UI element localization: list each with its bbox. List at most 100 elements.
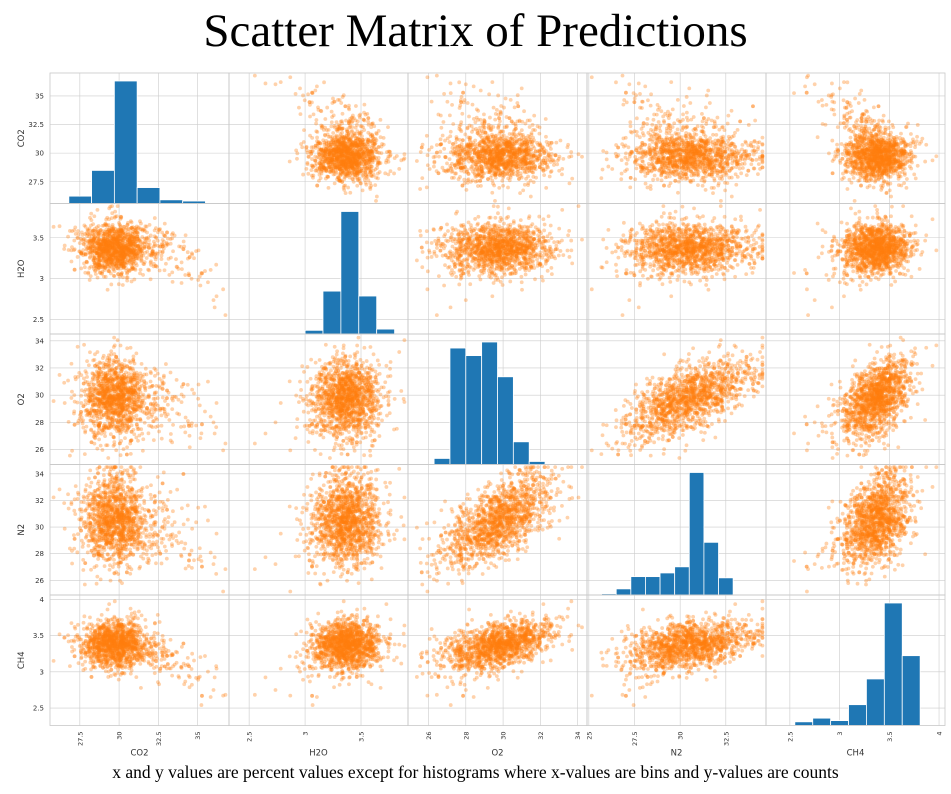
scatter-point bbox=[459, 166, 464, 170]
scatter-point bbox=[702, 156, 707, 161]
scatter-point bbox=[513, 126, 518, 131]
scatter-point bbox=[368, 168, 373, 173]
scatter-point bbox=[663, 149, 668, 153]
scatter-point bbox=[337, 147, 342, 152]
scatter-point bbox=[683, 172, 688, 177]
scatter-point bbox=[344, 163, 348, 168]
scatter-point bbox=[891, 159, 896, 164]
scatter-point bbox=[458, 166, 463, 170]
scatter-point bbox=[545, 142, 550, 147]
scatter-point bbox=[486, 143, 491, 148]
scatter-point bbox=[657, 135, 661, 140]
scatter-point bbox=[720, 139, 725, 144]
scatter-point bbox=[503, 164, 508, 169]
scatter-point bbox=[634, 148, 639, 153]
scatter-point bbox=[367, 149, 372, 154]
scatter-point bbox=[476, 108, 481, 113]
scatter-point bbox=[342, 141, 346, 145]
scatter-point bbox=[685, 153, 690, 158]
scatter-point bbox=[704, 105, 708, 110]
scatter-point bbox=[668, 157, 673, 161]
scatter-point bbox=[522, 155, 527, 160]
scatter-point bbox=[336, 148, 341, 153]
scatter-point bbox=[524, 142, 529, 147]
scatter-point bbox=[359, 147, 364, 152]
scatter-point bbox=[341, 138, 345, 143]
scatter-point bbox=[384, 158, 389, 163]
scatter-point bbox=[673, 153, 678, 158]
scatter-point bbox=[672, 148, 677, 153]
scatter-point bbox=[357, 143, 362, 148]
scatter-point bbox=[681, 162, 686, 167]
scatter-point bbox=[859, 155, 864, 160]
histogram-bar bbox=[68, 195, 93, 204]
scatter-point bbox=[498, 112, 503, 117]
scatter-point bbox=[870, 170, 875, 175]
scatter-point bbox=[487, 145, 492, 150]
scatter-point bbox=[861, 147, 866, 152]
scatter-point bbox=[853, 150, 857, 155]
scatter-point bbox=[886, 141, 891, 146]
scatter-point bbox=[641, 121, 646, 126]
scatter-point bbox=[660, 164, 665, 169]
scatter-point bbox=[846, 142, 851, 147]
scatter-point bbox=[351, 132, 355, 137]
scatter-point bbox=[860, 157, 865, 162]
scatter-point bbox=[510, 163, 515, 168]
scatter-point bbox=[342, 155, 347, 160]
scatter-point bbox=[899, 150, 904, 155]
scatter-point bbox=[494, 155, 499, 160]
scatter-point bbox=[325, 157, 330, 162]
scatter-point bbox=[696, 151, 701, 156]
scatter-point bbox=[498, 171, 503, 176]
scatter-point bbox=[371, 141, 375, 146]
scatter-point bbox=[543, 167, 548, 172]
scatter-point bbox=[846, 157, 851, 162]
scatter-point bbox=[874, 136, 879, 140]
scatter-point bbox=[675, 147, 680, 152]
scatter-point bbox=[623, 143, 628, 148]
scatter-point bbox=[533, 153, 538, 158]
scatter-point bbox=[518, 137, 522, 142]
scatter-point bbox=[313, 158, 317, 163]
scatter-point bbox=[700, 139, 704, 144]
scatter-point bbox=[503, 160, 508, 164]
scatter-point bbox=[882, 169, 886, 174]
scatter-point bbox=[695, 151, 700, 156]
scatter-point bbox=[352, 143, 357, 148]
scatter-point bbox=[907, 159, 912, 163]
scatter-point bbox=[699, 143, 704, 148]
scatter-point bbox=[681, 144, 686, 149]
scatter-point bbox=[509, 160, 514, 164]
scatter-point bbox=[450, 102, 454, 107]
scatter-point bbox=[491, 159, 496, 164]
scatter-point bbox=[668, 152, 673, 157]
scatter-point bbox=[340, 111, 345, 116]
scatter-point bbox=[892, 140, 897, 145]
scatter-point bbox=[316, 107, 321, 112]
scatter-point bbox=[692, 143, 697, 148]
scatter-point bbox=[341, 93, 346, 98]
scatter-point bbox=[353, 172, 358, 177]
scatter-point bbox=[734, 165, 739, 170]
scatter-point bbox=[320, 157, 325, 162]
scatter-point bbox=[356, 153, 361, 158]
scatter-point bbox=[358, 156, 363, 161]
scatter-point bbox=[690, 140, 695, 144]
scatter-point bbox=[335, 175, 340, 180]
scatter-point bbox=[327, 155, 332, 160]
scatter-point bbox=[681, 117, 685, 122]
scatter-point bbox=[352, 133, 357, 138]
scatter-point bbox=[875, 160, 880, 165]
scatter-point bbox=[354, 136, 359, 141]
scatter-point bbox=[652, 151, 657, 156]
scatter-point bbox=[516, 104, 521, 109]
scatter-point bbox=[375, 162, 380, 167]
scatter-point bbox=[692, 158, 697, 163]
scatter-point bbox=[476, 154, 481, 158]
scatter-point bbox=[679, 138, 684, 143]
scatter-point bbox=[474, 144, 478, 149]
scatter-point bbox=[351, 167, 356, 172]
scatter-point bbox=[522, 156, 527, 160]
scatter-point bbox=[670, 133, 675, 138]
